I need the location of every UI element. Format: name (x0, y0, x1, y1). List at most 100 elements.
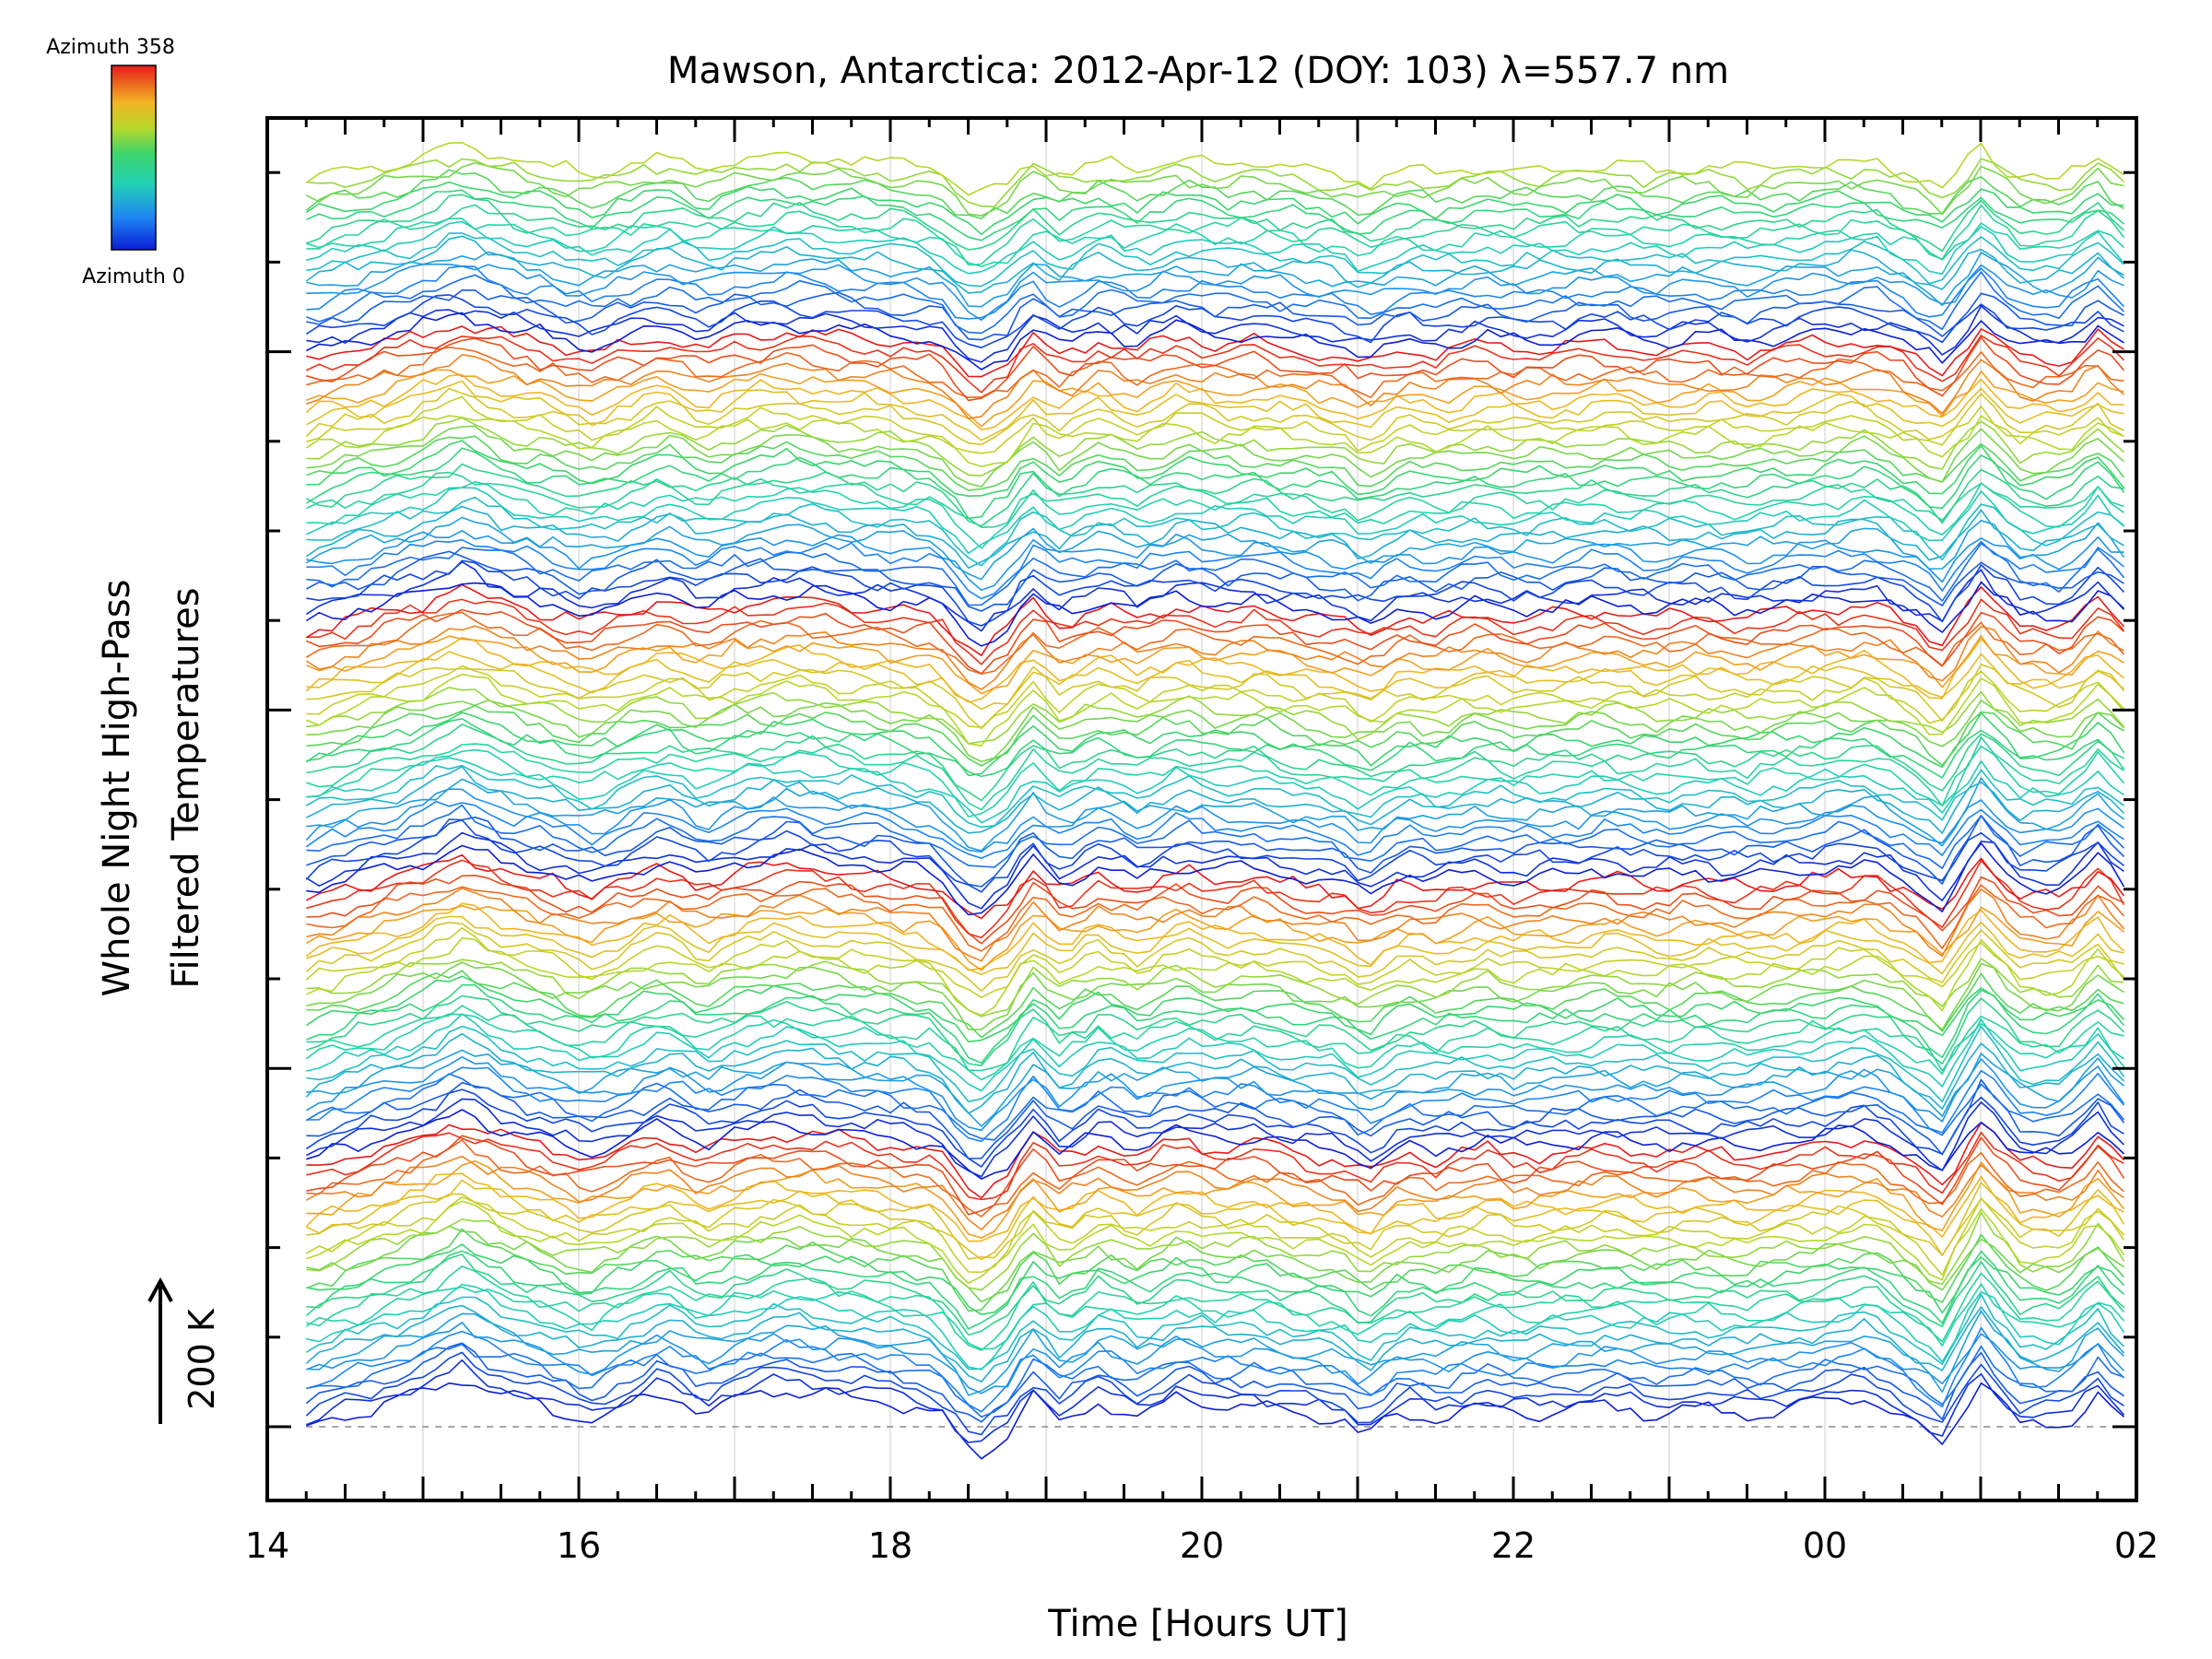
axes-layer: 14 16 18 20 22 00 02 (245, 116, 2159, 1566)
temperature-series-line (306, 1013, 2125, 1092)
temperature-series-line (306, 496, 2125, 567)
temperature-series-line (306, 1131, 2124, 1201)
temperature-series-line (305, 235, 2125, 294)
temperature-series-line (306, 724, 2125, 802)
temperature-series-line (305, 673, 2125, 747)
temperature-series-line (306, 1078, 2125, 1159)
temperature-series-line (306, 777, 2124, 852)
temperature-series-line (305, 936, 2125, 1017)
temperature-series-line (305, 189, 2125, 241)
temperature-series-line (305, 169, 2124, 219)
temperature-series-line (305, 1032, 2125, 1114)
temperature-series-line (305, 1304, 2125, 1382)
temperature-series-line (306, 1322, 2125, 1394)
temperature-series-line (306, 915, 2124, 976)
y-axis-label-line2: Filtered Temperatures (165, 587, 207, 988)
temperature-series-line (306, 559, 2125, 627)
temperature-series-line (306, 369, 2124, 428)
x-axis-tick-label: 20 (1180, 1525, 1224, 1566)
temperature-series-line (306, 1211, 2125, 1291)
temperature-series-line (305, 373, 2124, 431)
temperature-series-line (306, 425, 2125, 488)
temperature-series-line (306, 665, 2125, 728)
temperature-series-line (306, 1066, 2125, 1143)
temperature-series-line (306, 542, 2125, 606)
temperature-series-line (306, 325, 2124, 378)
temperature-series-line (305, 904, 2125, 971)
temperature-series-line (305, 380, 2124, 441)
temperature-series-line (305, 608, 2125, 675)
temperature-series-line (305, 1098, 2125, 1178)
temperature-series-line (305, 927, 2125, 999)
temperature-series-line (306, 983, 2125, 1065)
grid-layer (306, 118, 2136, 1500)
temperature-series-line (306, 736, 2124, 811)
temperature-series-line (305, 516, 2125, 581)
series-layer (305, 142, 2125, 1460)
temperature-series-line (305, 1342, 2124, 1423)
temperature-series-line (306, 1005, 2124, 1072)
temperature-series-line (305, 463, 2124, 527)
temperature-series-line (306, 970, 2124, 1039)
temperature-series-line (306, 598, 2125, 665)
x-axis-tick-label: 00 (1803, 1525, 1847, 1566)
temperature-series-line (306, 1200, 2125, 1284)
temperature-series-line (306, 271, 2125, 335)
temperature-series-line (306, 875, 2124, 945)
temperature-series-line (306, 1265, 2125, 1351)
temperature-series-line (306, 842, 2125, 916)
temperature-series-line (306, 220, 2125, 276)
temperature-series-line (305, 583, 2125, 656)
temperature-series-line (306, 1109, 2125, 1180)
temperature-series-line (306, 1283, 2125, 1371)
temperature-series-line (305, 1228, 2125, 1312)
y-axis-label-line1: Whole Night High-Pass (96, 580, 138, 997)
temperature-series-line (306, 815, 2125, 888)
colorbar-bottom-label: Azimuth 0 (82, 265, 185, 288)
temperature-series-line (306, 232, 2125, 288)
temperature-series-line (306, 994, 2125, 1066)
temperature-series-line (306, 435, 2125, 491)
temperature-series-line (306, 1326, 2125, 1413)
temperature-series-line (305, 922, 2124, 992)
temperature-series-line (306, 884, 2125, 952)
temperature-series-line (305, 975, 2125, 1043)
temperature-series-line (306, 1382, 2125, 1460)
chart-title: Mawson, Antarctica: 2012-Apr-12 (DOY: 10… (667, 50, 1729, 92)
temperature-series-line (306, 958, 2124, 1018)
temperature-series-line (306, 1139, 2125, 1218)
temperature-series-line (306, 700, 2125, 763)
temperature-series-line (305, 1196, 2125, 1277)
temperature-series-line (306, 1135, 2125, 1216)
temperature-series-line (305, 1088, 2124, 1168)
temperature-series-line (305, 818, 2125, 893)
temperature-series-line (305, 505, 2124, 570)
temperature-series-line (306, 336, 2125, 402)
temperature-series-line (305, 611, 2125, 675)
temperature-series-line (306, 859, 2125, 939)
temperature-series-line (306, 1122, 2125, 1199)
temperature-series-line (305, 181, 2124, 236)
x-axis-label: Time [Hours UT] (1047, 1603, 1347, 1645)
temperature-series-line (305, 800, 2124, 859)
temperature-series-line (305, 1283, 2125, 1350)
temperature-series-line (305, 831, 2124, 910)
temperature-series-line (306, 417, 2125, 477)
temperature-series-line (305, 902, 2125, 971)
temperature-series-line (306, 158, 2125, 208)
temperature-series-line (306, 1159, 2125, 1239)
temperature-series-line (305, 142, 2124, 196)
temperature-series-line (306, 194, 2125, 253)
temperature-series-line (305, 1179, 2125, 1261)
temperature-series-line (306, 263, 2124, 322)
temperature-series-line (306, 218, 2125, 267)
temperature-series-line (305, 1172, 2124, 1242)
temperature-series-line (305, 1253, 2125, 1336)
temperature-series-line (306, 745, 2125, 818)
temperature-series-line (306, 888, 2125, 962)
temperature-series-line (306, 354, 2125, 419)
temperature-series-line (305, 471, 2124, 528)
temperature-series-line (306, 704, 2124, 767)
x-axis-tick-label: 14 (245, 1525, 289, 1566)
temperature-series-line (306, 395, 2124, 454)
